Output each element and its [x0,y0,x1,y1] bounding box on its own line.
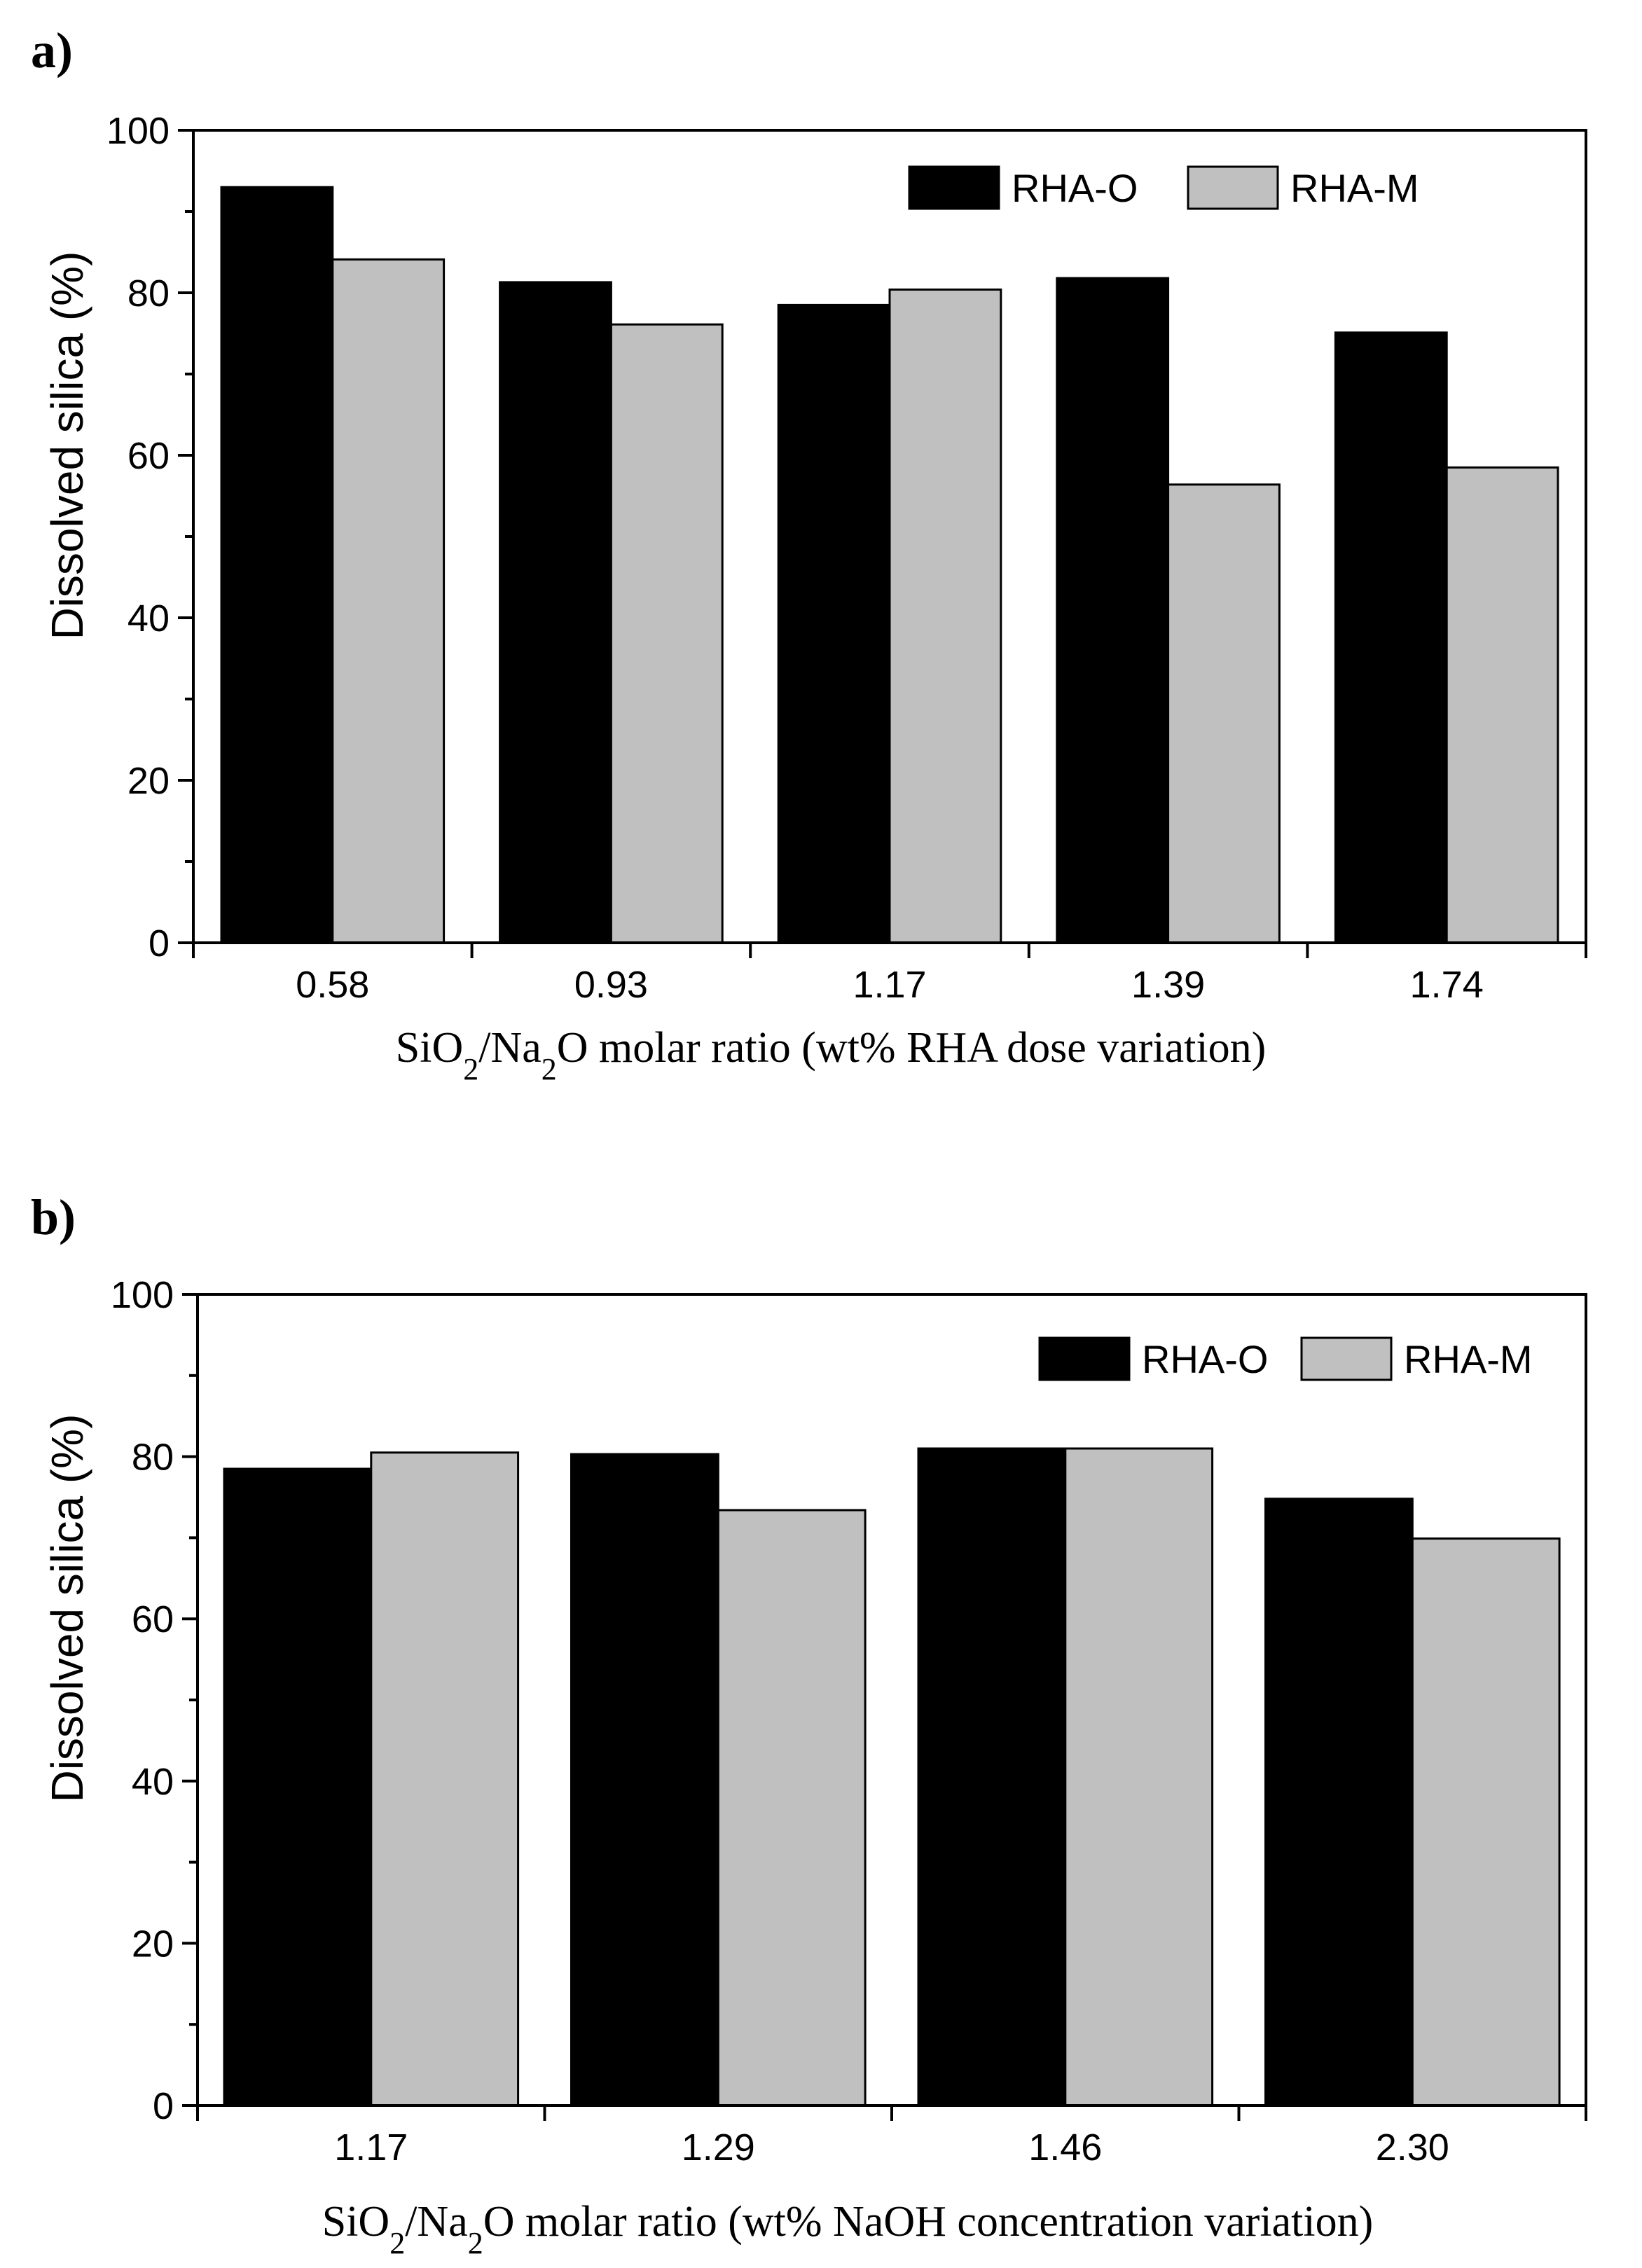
y-tick-label-a-80: 80 [127,272,170,314]
bar-b-rha-o-3 [917,1447,1067,2107]
bar-a-rha-o-3 [777,303,891,944]
legend-label-a-rha-m: RHA-M [1290,166,1419,210]
x-tick-label-a-4: 1.39 [1131,964,1205,1006]
bar-a-rha-m-5 [1445,466,1559,944]
y-tick-label-b-60: 60 [132,1598,174,1640]
bar-b-rha-o-2 [570,1453,719,2107]
y-tick-label-b-100: 100 [111,1274,174,1316]
y-tick-label-a-40: 40 [127,597,170,639]
bar-b-rha-o-1 [223,1467,373,2107]
bar-a-rha-m-2 [609,323,724,944]
bar-a-rha-m-1 [331,258,446,944]
legend-a: RHA-O RHA-M [908,165,1419,210]
legend-label-b-rha-m: RHA-M [1404,1337,1533,1381]
y-tick-label-a-20: 20 [127,760,170,802]
legend-b: RHA-O RHA-M [1038,1336,1533,1381]
x-tick-label-a-3: 1.17 [853,964,926,1006]
x-axis-label-b: SiO2/Na2O molar ratio (wt% NaOH concentr… [322,2198,1374,2260]
x-tick-label-b-4: 2.30 [1376,2127,1449,2169]
bar-a-rha-m-3 [888,288,1002,944]
y-axis-label-b: Dissolved silica (%) [42,1414,92,1803]
panel-label-b: b) [31,1189,76,1245]
x-tick-label-b-1: 1.17 [334,2127,408,2169]
x-tick-label-a-2: 0.93 [574,964,648,1006]
bar-b-rha-o-4 [1264,1498,1414,2107]
bar-a-rha-o-5 [1334,331,1448,944]
y-tick-label-b-0: 0 [153,2085,174,2127]
bar-b-rha-m-1 [370,1451,520,2107]
bar-a-rha-o-4 [1056,277,1170,944]
bar-b-rha-m-4 [1411,1537,1561,2107]
bar-a-rha-o-1 [220,186,334,944]
legend-label-a-rha-o: RHA-O [1012,166,1138,210]
y-tick-label-a-0: 0 [149,922,170,964]
x-tick-label-a-5: 1.74 [1410,964,1484,1006]
bar-a-rha-m-4 [1167,483,1281,944]
x-axis-label-a: SiO2/Na2O molar ratio (wt% RHA dose vari… [396,1024,1266,1086]
y-tick-label-a-60: 60 [127,435,170,477]
y-axis-label-a: Dissolved silica (%) [42,251,92,640]
panel-a: a) Dissolved silica (%) 0 20 40 60 80 100 0.58… [31,22,1587,1086]
bar-b-rha-m-2 [717,1509,867,2107]
x-tick-label-b-3: 1.46 [1028,2127,1102,2169]
y-tick-label-b-40: 40 [132,1761,174,1803]
bar-a-rha-o-2 [499,281,612,944]
legend-swatch-b-rha-o [1038,1336,1131,1381]
y-tick-label-b-20: 20 [132,1923,174,1965]
legend-label-b-rha-o: RHA-O [1142,1337,1268,1381]
legend-swatch-a-rha-o [908,165,1000,210]
y-tick-label-b-80: 80 [132,1437,174,1479]
bar-b-rha-m-3 [1064,1447,1214,2107]
legend-swatch-a-rha-m [1187,165,1279,210]
x-tick-label-a-1: 0.58 [296,964,369,1006]
panel-label-a: a) [31,22,73,78]
plot-area-b: 0 20 40 60 80 100 1.17 1.29 1.46 2.30 RHA-O RHA-M [111,1274,1587,2169]
panel-b: b) Dissolved silica (%) 0 20 40 60 80 100 1.17… [31,1189,1587,2260]
y-tick-label-a-100: 100 [106,110,170,152]
x-tick-label-b-2: 1.29 [682,2127,755,2169]
legend-swatch-b-rha-m [1300,1336,1393,1381]
